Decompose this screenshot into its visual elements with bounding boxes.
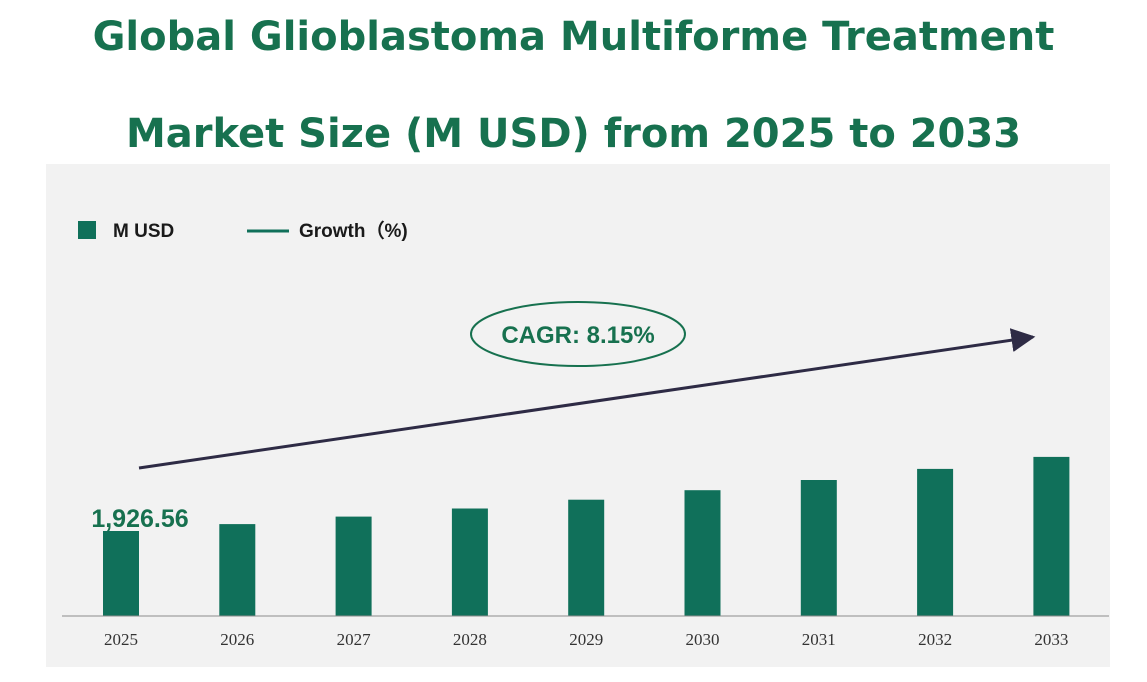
cagr-ellipse — [470, 301, 686, 367]
bars-group — [103, 456, 1070, 616]
bar-2025 — [103, 531, 139, 616]
x-tick-label-2026: 2026 — [220, 630, 254, 649]
bar-2027 — [335, 516, 372, 616]
x-axis-ticks: 2025 2026 2027 2028 2029 2030 2031 2032 2033 — [104, 630, 1068, 649]
chart-title-line-1: Global Glioblastoma Multiforme Treatment — [92, 14, 1055, 60]
x-tick-label-2030: 2030 — [686, 630, 720, 649]
x-tick-label-2033: 2033 — [1034, 630, 1068, 649]
bar-2033 — [1033, 456, 1070, 616]
legend: M USD Growth（%) — [78, 219, 408, 242]
x-tick-label-2027: 2027 — [337, 630, 372, 649]
legend-bar-swatch — [78, 221, 96, 239]
bar-2028 — [451, 508, 488, 616]
x-tick-label-2029: 2029 — [569, 630, 603, 649]
legend-bar-label: M USD — [113, 221, 174, 242]
trend-arrow — [138, 328, 1036, 470]
bar-2026 — [219, 524, 256, 616]
x-tick-label-2032: 2032 — [918, 630, 952, 649]
x-tick-label-2028: 2028 — [453, 630, 487, 649]
bar-2030 — [684, 490, 721, 616]
cagr-annotation: CAGR: 8.15% — [470, 301, 686, 367]
bar-2031 — [800, 480, 837, 616]
bar-2029 — [568, 499, 605, 616]
bar-2032 — [917, 468, 954, 616]
data-label-2025: 1,926.56 — [91, 505, 188, 533]
x-tick-label-2031: 2031 — [802, 630, 836, 649]
chart-title-line-2: Market Size (M USD) from 2025 to 2033 — [125, 111, 1022, 157]
legend-line-label: Growth（%) — [299, 219, 408, 242]
cagr-label: CAGR: 8.15% — [501, 322, 654, 349]
x-tick-label-2025: 2025 — [104, 630, 138, 649]
